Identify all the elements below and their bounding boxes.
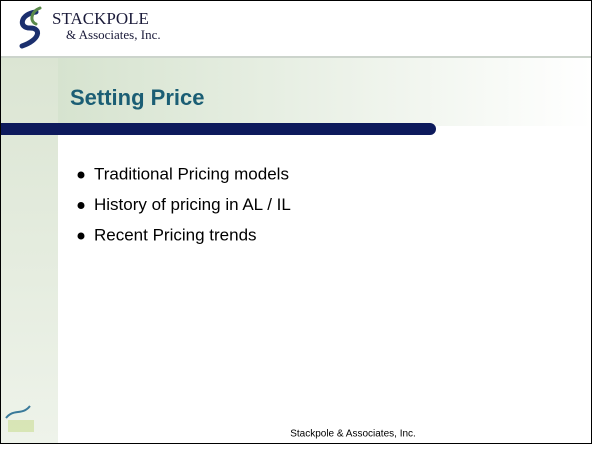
bullet-text: Traditional Pricing models [94,164,289,183]
bullet-list: Traditional Pricing models History of pri… [77,164,291,244]
bullet-dot [77,171,85,179]
small-logo [5,405,31,419]
bullet-dot [77,232,85,240]
logo-name: STACKPOLE [52,9,149,28]
bullet-dot [77,202,85,209]
left-band [0,58,58,444]
logo-sub: & Associates, Inc. [66,27,161,42]
footer-text: Stackpole & Associates, Inc. [290,429,416,440]
logo-mark [19,9,40,49]
logo-mark-accent [30,6,42,26]
bullet-text: History of pricing in AL / IL [94,195,291,214]
title-band [58,58,592,126]
slide-title: Setting Price [70,85,204,110]
bullet-text: Recent Pricing trends [94,225,257,244]
title-bar [0,123,436,135]
small-logo-box [8,420,34,432]
